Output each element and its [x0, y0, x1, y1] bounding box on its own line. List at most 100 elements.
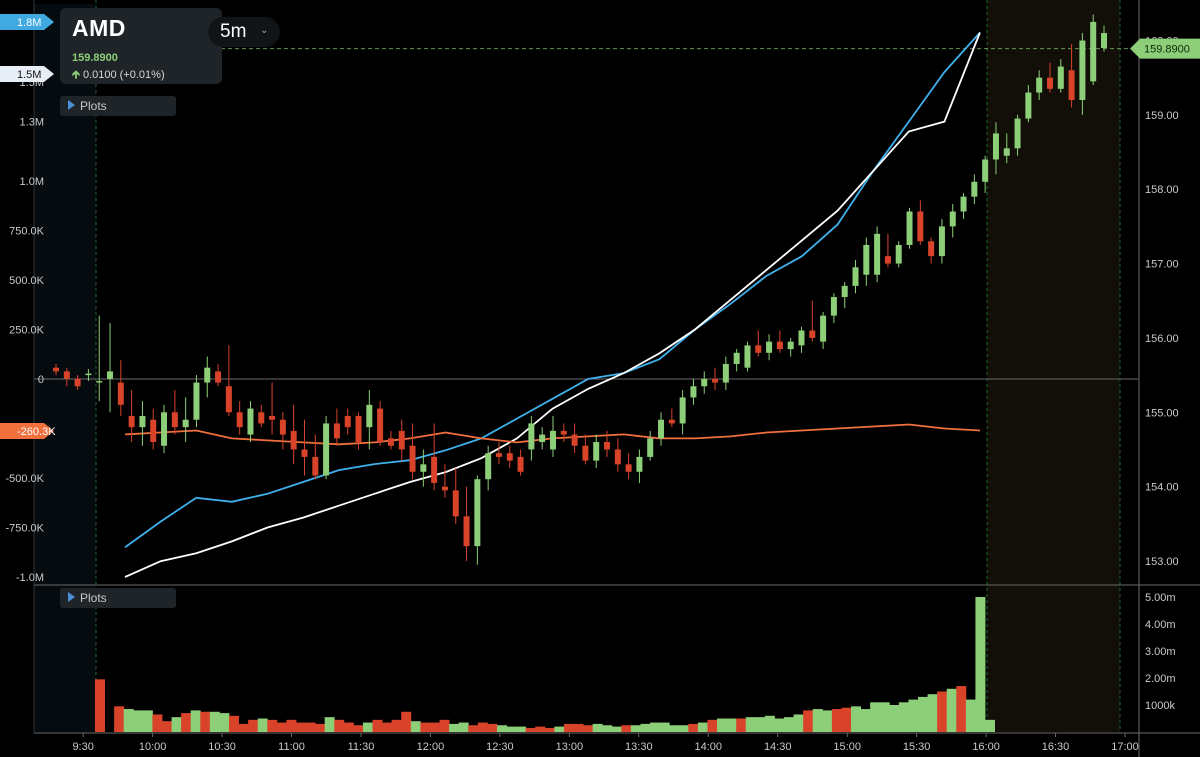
- ticker-box[interactable]: AMD 5m ⌄ 159.8900 🡱 0.0100 (+0.01%): [60, 8, 280, 84]
- volume-bar: [228, 715, 239, 732]
- volume-bar: [257, 718, 268, 732]
- candle: [377, 408, 384, 443]
- volume-bar: [870, 702, 881, 732]
- candle: [982, 159, 989, 182]
- left-axis-tick: -500.0K: [5, 473, 44, 485]
- candle: [301, 449, 308, 457]
- volume-bar: [267, 719, 278, 732]
- chart-grid: [33, 0, 1200, 757]
- volume-axis-tick: 3.00m: [1145, 646, 1176, 658]
- price-badge: 159.8900: [1130, 38, 1200, 59]
- left-axis-tick: 1.3M: [20, 117, 44, 129]
- candle: [193, 382, 200, 420]
- top-plots-label: Plots: [80, 99, 107, 113]
- volume-bars: [95, 597, 995, 732]
- candle: [269, 416, 276, 420]
- volume-bar: [841, 707, 852, 732]
- price-axis-tick: 154.00: [1145, 482, 1179, 494]
- timeframe-pill[interactable]: 5m ⌄: [208, 17, 280, 47]
- candle: [506, 453, 513, 461]
- volume-bar: [315, 723, 326, 732]
- timeframe-selector[interactable]: 5m ⌄: [150, 13, 280, 47]
- volume-bar: [851, 706, 862, 732]
- candle: [474, 479, 481, 547]
- candle: [906, 211, 913, 245]
- candle: [96, 381, 103, 383]
- candle: [107, 371, 114, 379]
- orange-badge-shape: [0, 423, 54, 439]
- x-axis-tick: 10:30: [208, 741, 236, 753]
- volume-bar: [525, 727, 536, 732]
- candle: [182, 419, 189, 428]
- price-axis-tick: 158.00: [1145, 184, 1179, 196]
- volume-bar: [152, 714, 163, 732]
- candle: [604, 442, 611, 450]
- volume-bar: [506, 726, 517, 732]
- arrow-up-icon: 🡱: [72, 69, 80, 81]
- volume-bar: [295, 722, 306, 732]
- candle: [722, 363, 729, 383]
- premarket-shade: [34, 4, 96, 732]
- price-axis-tick: 153.00: [1145, 556, 1179, 568]
- candle: [668, 419, 675, 424]
- x-axis-tick: 11:00: [278, 741, 305, 753]
- volume-bar: [114, 706, 125, 732]
- candle: [841, 285, 848, 298]
- top-plots-button[interactable]: Plots: [60, 96, 176, 116]
- candle: [1068, 70, 1075, 100]
- volume-bar: [764, 715, 775, 732]
- candle: [571, 434, 578, 446]
- volume-bar: [171, 717, 182, 732]
- candle: [387, 438, 394, 446]
- volume-bar: [822, 710, 833, 732]
- volume-bar: [554, 726, 565, 732]
- candle: [225, 386, 232, 413]
- candle: [528, 423, 535, 450]
- volume-bar: [611, 726, 622, 732]
- price-change-value: 0.0100 (+0.01%): [82, 69, 165, 81]
- x-axis-tick: 15:00: [833, 741, 861, 753]
- candle: [85, 373, 92, 376]
- volume-bar: [669, 725, 680, 732]
- x-axis-tick: 15:30: [903, 741, 931, 753]
- left-axis-tick: -1.0M: [16, 572, 44, 584]
- candle: [204, 367, 211, 383]
- candle: [150, 419, 157, 443]
- candle: [409, 445, 416, 472]
- x-axis-tick: 17:00: [1111, 741, 1139, 753]
- volume-bar: [908, 699, 919, 732]
- volume-bar: [449, 723, 460, 732]
- volume-bar: [755, 717, 766, 732]
- volume-bar: [458, 722, 469, 732]
- candle: [63, 371, 70, 379]
- candle: [517, 456, 524, 472]
- volume-bar: [343, 722, 354, 732]
- candle: [830, 297, 837, 316]
- volume-bar: [420, 722, 431, 732]
- chart-background: [34, 0, 1120, 732]
- candle: [582, 445, 589, 461]
- volume-bar: [324, 717, 335, 732]
- chevron-down-icon: ⌄: [260, 25, 269, 36]
- candle: [53, 367, 59, 372]
- volume-bar: [142, 710, 153, 732]
- x-axis-tick: 16:00: [972, 741, 1000, 753]
- candle: [852, 267, 859, 286]
- candles: [53, 14, 1107, 565]
- candle: [690, 386, 697, 398]
- volume-bar: [391, 719, 402, 732]
- volume-bar: [496, 725, 507, 732]
- candle: [614, 449, 621, 465]
- blue-badge-shape: [0, 14, 54, 30]
- candle: [1090, 21, 1097, 82]
- candle: [236, 412, 243, 428]
- volume-bar: [602, 725, 613, 732]
- volume-bar: [219, 713, 230, 732]
- candle: [809, 330, 816, 338]
- volume-bar: [439, 719, 450, 732]
- candle: [258, 412, 265, 424]
- candle: [971, 181, 978, 197]
- volume-bar: [630, 725, 641, 732]
- bottom-plots-button[interactable]: Plots: [60, 588, 176, 608]
